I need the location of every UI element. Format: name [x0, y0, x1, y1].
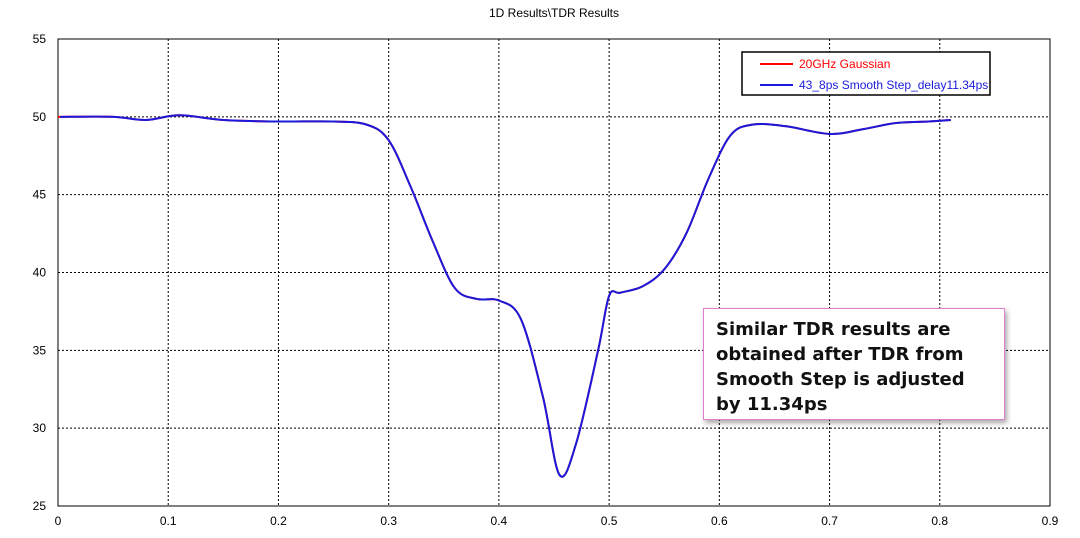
series-layer [57, 114, 951, 478]
series-line-0 [57, 114, 951, 478]
y-tick-label: 55 [33, 32, 47, 46]
x-tick-label: 0.1 [160, 514, 177, 528]
annotation-callout: Similar TDR results are obtained after T… [703, 308, 1005, 420]
y-tick-label: 40 [33, 266, 47, 280]
legend: 20GHz Gaussian 43_8ps Smooth Step_delay11… [741, 51, 991, 96]
annotation-text: Similar TDR results are obtained after T… [716, 319, 965, 415]
y-tick-label: 50 [33, 110, 47, 124]
y-tick-label: 25 [33, 499, 47, 513]
y-tick-label: 30 [33, 421, 47, 435]
series-line-1 [60, 114, 951, 478]
x-tick-label: 0.3 [380, 514, 397, 528]
x-tick-label: 0.7 [821, 514, 838, 528]
legend-label-0: 20GHz Gaussian [799, 57, 890, 71]
x-tick-label: 0.9 [1042, 514, 1059, 528]
x-tick-label: 0.6 [711, 514, 728, 528]
x-tick-label: 0.8 [931, 514, 948, 528]
y-tick-label: 45 [33, 188, 47, 202]
chart-title: 1D Results\TDR Results [489, 6, 619, 20]
x-tick-label: 0.2 [270, 514, 287, 528]
plot-frame [57, 38, 1051, 507]
x-tick-label: 0 [55, 514, 62, 528]
x-tick-label: 0.4 [491, 514, 508, 528]
grid-layer [58, 39, 1050, 506]
x-tick-label: 0.5 [601, 514, 618, 528]
legend-box [741, 51, 991, 96]
legend-label-1: 43_8ps Smooth Step_delay11.34ps [799, 78, 988, 92]
y-tick-label: 35 [33, 343, 47, 357]
axis-layer: 0 0.1 0.2 0.3 0.4 0.5 0.6 0.7 0.8 0.9 25 30 35 40 45 50… [33, 32, 1059, 528]
